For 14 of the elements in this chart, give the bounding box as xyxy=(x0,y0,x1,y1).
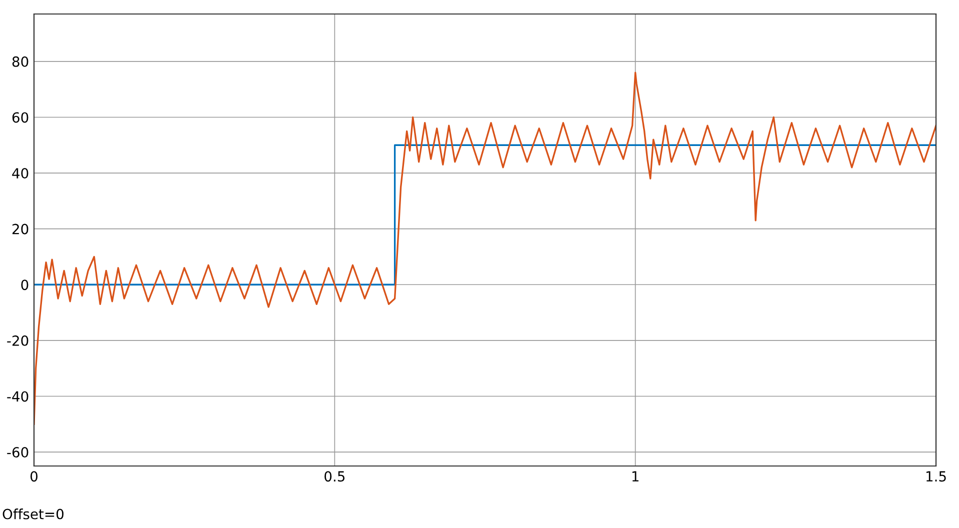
x-tick-label: 0.5 xyxy=(324,471,344,482)
y-tick-label: 0 xyxy=(21,280,28,290)
y-tick-label: -20 xyxy=(7,335,28,346)
x-tick-label: 0 xyxy=(30,471,38,482)
x-tick-label: 1 xyxy=(632,471,638,482)
text: Offset=0 xyxy=(2,508,64,520)
y-tick-label: 40 xyxy=(12,168,28,179)
y-tick-label: 60 xyxy=(12,112,28,123)
x-tick-label: 1.5 xyxy=(926,471,946,482)
y-tick-label: -40 xyxy=(7,391,28,402)
y-tick-label: -60 xyxy=(7,447,28,458)
line-series xyxy=(34,72,936,425)
y-tick-label: 80 xyxy=(12,56,28,67)
y-tick-label: 20 xyxy=(12,224,28,234)
